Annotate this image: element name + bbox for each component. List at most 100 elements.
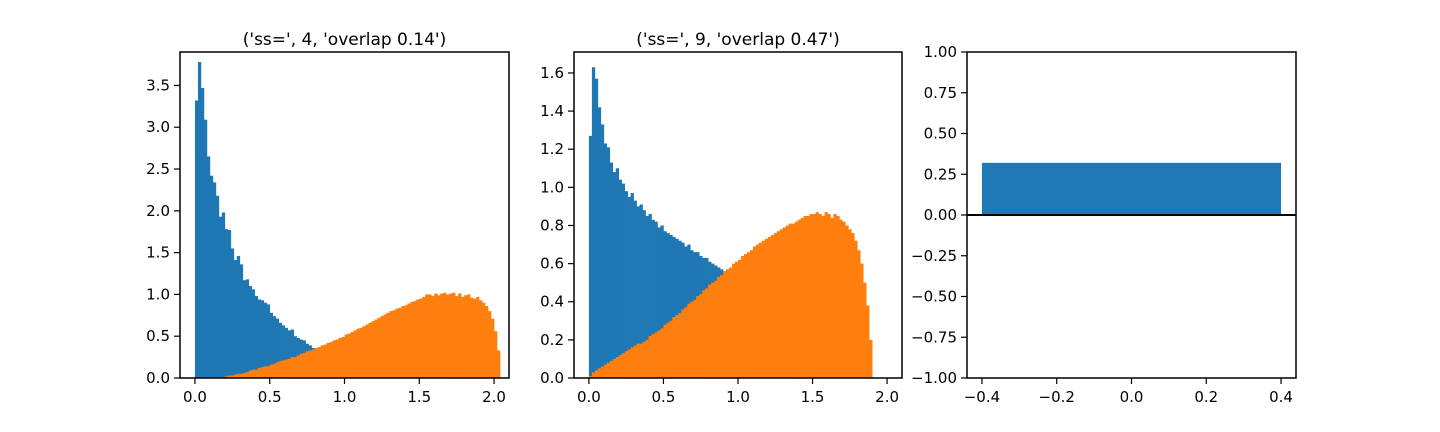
histogram-bar	[827, 214, 831, 378]
histogram-bar	[630, 193, 634, 378]
histogram-bar	[278, 361, 282, 378]
histogram-bar	[245, 372, 250, 378]
histogram-bar	[657, 227, 661, 378]
histogram-bar	[275, 318, 279, 378]
histogram-bar	[458, 293, 462, 378]
histogram-bar	[654, 221, 658, 378]
histogram-bar	[711, 282, 715, 378]
histogram-bar	[305, 351, 309, 378]
histogram-bar	[386, 312, 390, 378]
x-tick-label: 1.0	[333, 388, 357, 406]
y-tick-label: 0.0	[540, 369, 564, 387]
histogram-bar	[708, 284, 712, 378]
histogram-bar	[642, 210, 646, 378]
histogram-bar	[356, 328, 360, 378]
histogram-bar	[645, 339, 649, 378]
histogram-bar	[353, 330, 357, 378]
histogram-bar	[344, 334, 348, 378]
histogram-bar	[254, 296, 259, 378]
y-tick-label: 0.75	[924, 84, 957, 102]
x-tick-label: 0.4	[1269, 388, 1293, 406]
x-tick-label: −0.2	[1039, 388, 1075, 406]
histogram-bar	[812, 214, 816, 378]
histogram-bar	[615, 168, 620, 378]
x-tick-label: 0.5	[258, 388, 282, 406]
histogram-bar	[666, 233, 670, 378]
histogram-bar	[678, 313, 682, 378]
histogram-bar	[624, 191, 628, 378]
histogram-bar	[320, 345, 324, 378]
histogram-bar	[785, 225, 789, 378]
histogram-bar	[729, 267, 733, 378]
histogram-bar	[266, 304, 271, 378]
histogram-bar	[639, 204, 643, 378]
histogram-bar	[278, 322, 282, 378]
histogram-bar	[779, 229, 784, 378]
histogram-bar	[651, 334, 655, 378]
histogram-bar	[323, 344, 327, 378]
histogram-bar	[272, 363, 277, 378]
histogram-bar	[717, 276, 721, 378]
y-tick-label: 1.6	[540, 64, 564, 82]
y-tick-label: −0.25	[911, 247, 957, 265]
histogram-bar	[749, 250, 754, 378]
histogram-bar	[293, 357, 297, 378]
histogram-bar	[854, 240, 858, 378]
histogram-bar	[630, 347, 634, 378]
histogram-bar	[621, 353, 625, 378]
histogram-bar	[248, 286, 253, 378]
histogram-bar	[311, 349, 315, 378]
histogram-bar	[627, 349, 631, 378]
histogram-bar	[449, 293, 453, 378]
histogram-bar	[720, 275, 724, 378]
histogram-bar	[242, 280, 247, 378]
histogram-bar	[269, 364, 274, 378]
histogram-bar	[723, 271, 727, 378]
y-tick-label: 3.5	[146, 76, 170, 94]
histogram-bar	[654, 332, 658, 378]
histogram-bar	[413, 301, 417, 378]
histogram-bar	[663, 324, 667, 378]
histogram-bar	[770, 235, 775, 378]
histogram-bar	[618, 179, 623, 378]
histogram-bar	[260, 300, 265, 378]
histogram-bar	[752, 246, 757, 378]
histogram-bar	[233, 374, 238, 378]
histogram-bar	[609, 360, 614, 378]
histogram-bar	[651, 219, 655, 378]
histogram-bar	[227, 375, 232, 378]
chart-title: ('ss=', 9, 'overlap 0.47')	[636, 30, 839, 50]
histogram-bar	[594, 370, 599, 378]
histogram-bar	[675, 238, 679, 378]
y-tick-label: 2.0	[146, 202, 170, 220]
histogram-bar	[284, 327, 288, 378]
histogram-bar	[788, 223, 792, 378]
histogram-bar	[269, 312, 274, 378]
histogram-bar	[824, 212, 828, 378]
histogram-bar	[645, 215, 649, 378]
histogram-bar	[470, 297, 474, 378]
histogram-bar	[666, 322, 670, 378]
histogram-bar	[428, 294, 432, 378]
histogram-bar	[606, 362, 611, 378]
histogram-bar	[761, 240, 766, 378]
histogram-bar	[230, 375, 235, 378]
histogram-bar	[284, 359, 288, 378]
histogram-bar	[603, 364, 608, 378]
histogram-bar	[248, 370, 253, 378]
histogram-bar	[809, 214, 813, 378]
histogram-bar	[488, 311, 492, 378]
histogram-bar	[494, 331, 498, 378]
histogram-bar	[869, 339, 873, 378]
histogram-bar	[440, 293, 444, 378]
histogram-bar	[392, 310, 396, 378]
histogram-bar	[407, 303, 411, 378]
histogram-bar	[347, 333, 351, 378]
histogram-bar	[485, 306, 489, 378]
series-0	[194, 62, 348, 379]
histogram-bar	[603, 143, 608, 378]
histogram-bar	[242, 372, 247, 378]
histogram-bar	[794, 221, 798, 378]
histogram-bar	[497, 350, 501, 378]
